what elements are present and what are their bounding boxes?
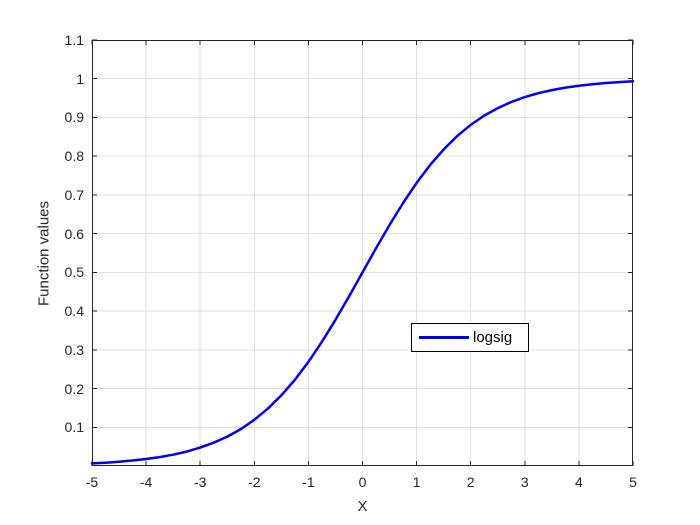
x-tick-label: -5 bbox=[85, 474, 99, 490]
legend-line-sample bbox=[419, 336, 469, 339]
x-tick-label: 1 bbox=[412, 474, 421, 490]
x-tick-label: 0 bbox=[358, 474, 367, 490]
y-tick-label: 1 bbox=[76, 70, 84, 87]
y-tick-label: 0.5 bbox=[64, 264, 84, 281]
y-tick-label: 0.4 bbox=[64, 303, 84, 320]
x-tick-label: 2 bbox=[466, 474, 475, 490]
y-tick-label: 0.2 bbox=[64, 380, 84, 397]
plot-svg bbox=[90, 39, 635, 466]
x-tick-label: 5 bbox=[629, 474, 637, 490]
x-tick-label: -3 bbox=[193, 474, 207, 490]
x-axis-label: X bbox=[357, 498, 368, 515]
x-tick-label: -2 bbox=[248, 474, 261, 490]
y-tick-label: 0.9 bbox=[64, 109, 84, 126]
x-tick-label: 4 bbox=[574, 474, 583, 490]
legend[interactable]: logsig bbox=[411, 323, 529, 352]
x-tick-label: -1 bbox=[302, 474, 315, 490]
y-tick-label: 1.1 bbox=[64, 32, 84, 48]
x-tick-label: -4 bbox=[139, 474, 153, 490]
y-axis-label: Function values bbox=[35, 200, 53, 307]
y-tick-label: 0.1 bbox=[64, 419, 84, 436]
y-tick-label: 0.8 bbox=[64, 148, 84, 165]
y-tick-label: 0.3 bbox=[64, 341, 84, 358]
y-tick-label: 0.7 bbox=[64, 186, 84, 203]
plot-area bbox=[90, 39, 635, 466]
x-tick-label: 3 bbox=[520, 474, 529, 490]
legend-label: logsig bbox=[473, 329, 513, 346]
y-tick-label: 0.6 bbox=[64, 225, 84, 242]
